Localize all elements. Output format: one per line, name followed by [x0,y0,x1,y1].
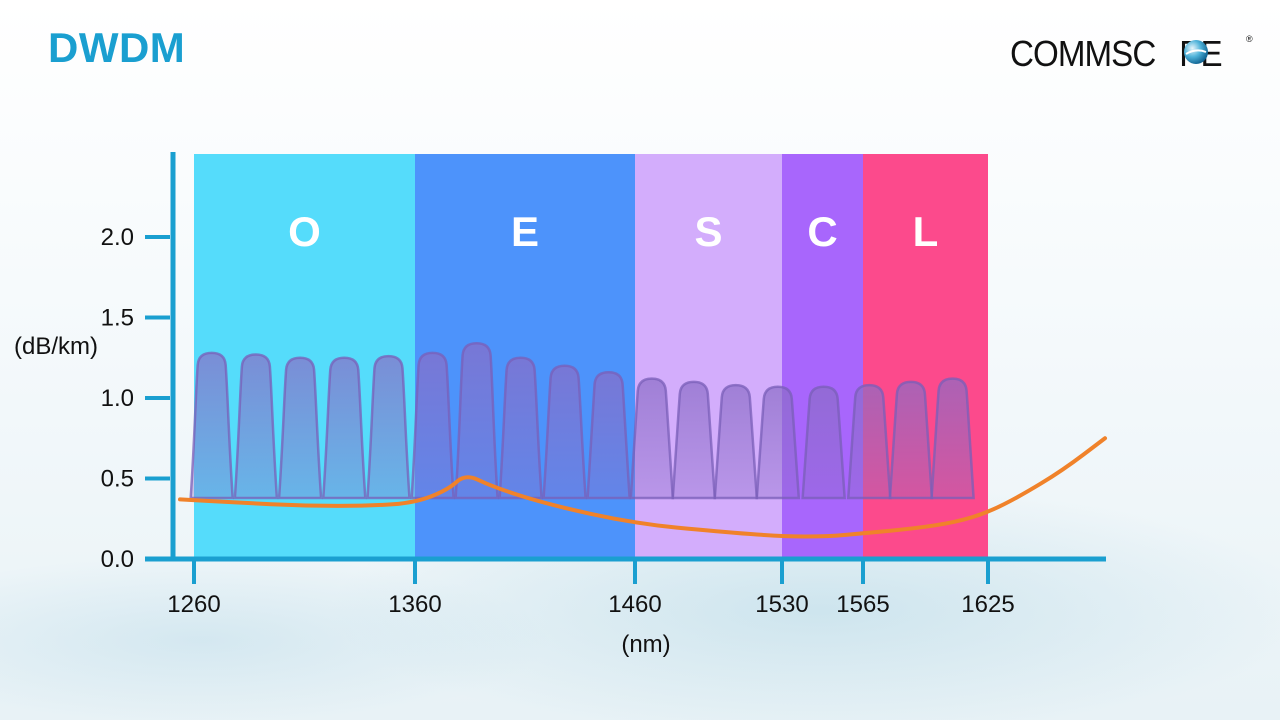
x-tick-label: 1360 [388,591,441,618]
y-tick-label: 1.0 [101,385,134,412]
channel-peak [542,364,587,500]
channel-peak [671,380,717,500]
x-tick-label: 1460 [608,591,661,618]
registered-mark: ® [1246,34,1253,44]
channel-peak [586,370,631,500]
x-tick-label: 1625 [961,591,1014,618]
page-title: DWDM [48,24,186,71]
channel-peak [454,342,499,500]
channel-peak [930,377,975,500]
channel-peak [846,383,892,500]
channel-peak [888,380,934,500]
band-label-S: S [694,208,722,255]
channel-peak [321,356,367,500]
channel-peak [410,351,455,500]
band-label-O: O [288,208,321,255]
channel-peak [755,385,801,500]
channel-peak [277,356,323,500]
commscope-logo: COMMSCPE ® [1010,30,1260,78]
y-tick-label: 2.0 [101,224,134,251]
logo-text: COMMSCPE [1010,33,1223,74]
band-label-E: E [511,208,539,255]
channel-peak [713,383,759,500]
x-axis-label: (nm) [621,631,670,658]
attenuation-curve [178,436,1107,539]
y-tick-label: 0.5 [101,466,134,493]
y-tick-label: 1.5 [101,305,134,332]
globe-icon [1184,40,1208,64]
channel-peak [366,354,411,500]
channel-peak [629,377,675,500]
channel-peak [233,353,279,500]
y-tick-label: 0.0 [101,546,134,573]
channel-peak [189,351,235,500]
channel-peak [801,385,846,500]
x-tick-label: 1530 [755,591,808,618]
channel-peak [498,356,543,500]
x-tick-label: 1565 [836,591,889,618]
band-label-C: C [807,208,837,255]
x-tick-label: 1260 [167,591,220,618]
y-axis-label: (dB/km) [14,333,98,360]
band-label-L: L [913,208,939,255]
